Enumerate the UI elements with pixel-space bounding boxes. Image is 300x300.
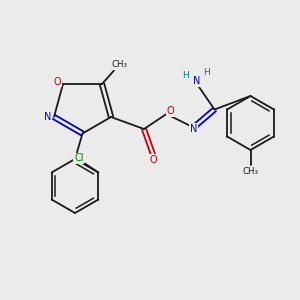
Text: H: H (182, 71, 189, 80)
Text: O: O (149, 155, 157, 165)
Text: CH₃: CH₃ (112, 60, 128, 69)
Text: CH₃: CH₃ (242, 167, 259, 176)
Text: H: H (203, 68, 210, 77)
Text: N: N (44, 112, 51, 122)
Text: Cl: Cl (74, 153, 84, 164)
Text: N: N (190, 124, 197, 134)
Text: O: O (54, 76, 61, 87)
Text: N: N (193, 76, 200, 86)
Text: O: O (166, 106, 174, 116)
